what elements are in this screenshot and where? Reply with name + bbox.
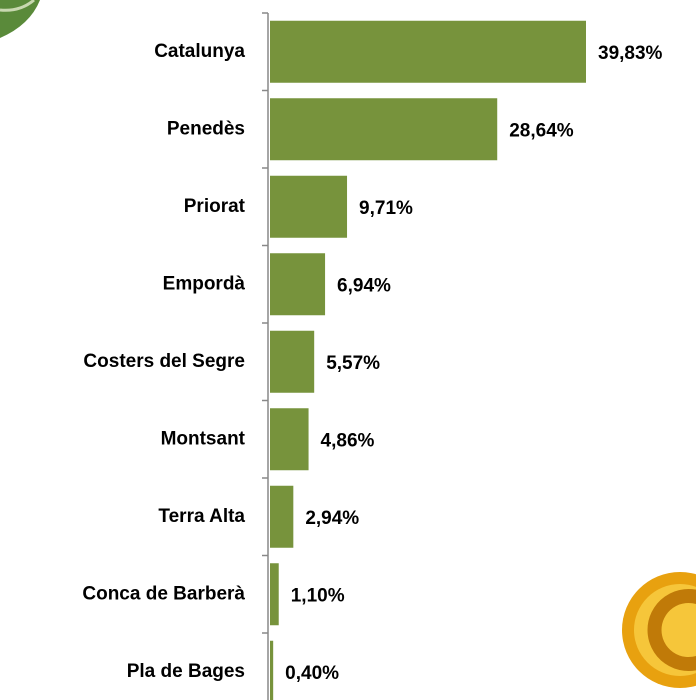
category-label: Terra Alta <box>158 506 245 527</box>
value-label: 6,94% <box>337 275 391 296</box>
bar <box>270 641 273 700</box>
decoration-euro-coin <box>622 572 696 688</box>
value-label: 5,57% <box>326 353 380 374</box>
value-label: 1,10% <box>291 585 345 606</box>
bar <box>270 331 314 393</box>
category-label: Pla de Bages <box>127 661 245 682</box>
bar <box>270 176 347 238</box>
category-label: Penedès <box>167 118 245 139</box>
category-label: Empordà <box>163 273 246 294</box>
bar <box>270 408 309 470</box>
category-label: Montsant <box>161 428 246 449</box>
value-label: 39,83% <box>598 43 663 64</box>
bar <box>270 253 325 315</box>
value-label: 4,86% <box>321 430 375 451</box>
bar <box>270 563 279 625</box>
leaf-shape <box>0 0 40 38</box>
page: Catalunya 39,83% Penedès 28,64% Priorat 9,71%… <box>0 0 696 700</box>
chart: Catalunya 39,83% Penedès 28,64% Priorat 9,71%… <box>0 0 696 700</box>
category-label: Catalunya <box>154 41 245 62</box>
value-label: 2,94% <box>305 508 359 529</box>
value-label: 9,71% <box>359 198 413 219</box>
category-label: Conca de Barberà <box>82 583 245 604</box>
value-label: 28,64% <box>509 120 574 141</box>
bar <box>270 98 497 160</box>
decoration-leaf <box>0 0 40 38</box>
bar <box>270 486 293 548</box>
value-label: 0,40% <box>285 663 339 684</box>
bar <box>270 21 586 83</box>
category-label: Priorat <box>184 196 246 217</box>
category-label: Costers del Segre <box>83 351 245 372</box>
